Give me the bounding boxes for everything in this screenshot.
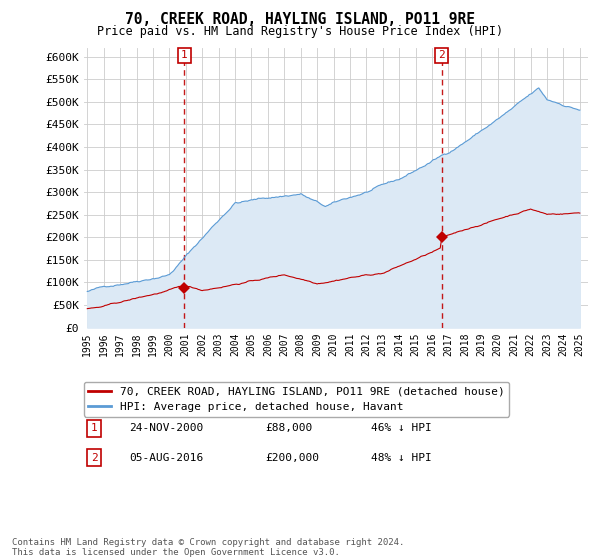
Text: 1: 1	[181, 50, 188, 60]
Text: 48% ↓ HPI: 48% ↓ HPI	[371, 453, 432, 463]
Text: 24-NOV-2000: 24-NOV-2000	[130, 423, 203, 433]
Legend: 70, CREEK ROAD, HAYLING ISLAND, PO11 9RE (detached house), HPI: Average price, d: 70, CREEK ROAD, HAYLING ISLAND, PO11 9RE…	[84, 382, 509, 417]
Text: 70, CREEK ROAD, HAYLING ISLAND, PO11 9RE: 70, CREEK ROAD, HAYLING ISLAND, PO11 9RE	[125, 12, 475, 27]
Text: 2: 2	[91, 453, 97, 463]
Text: 05-AUG-2016: 05-AUG-2016	[130, 453, 203, 463]
Text: 2: 2	[438, 50, 445, 60]
Text: £88,000: £88,000	[265, 423, 313, 433]
Text: Price paid vs. HM Land Registry's House Price Index (HPI): Price paid vs. HM Land Registry's House …	[97, 25, 503, 38]
Text: Contains HM Land Registry data © Crown copyright and database right 2024.
This d: Contains HM Land Registry data © Crown c…	[12, 538, 404, 557]
Text: 46% ↓ HPI: 46% ↓ HPI	[371, 423, 432, 433]
Text: £200,000: £200,000	[265, 453, 319, 463]
Text: 1: 1	[91, 423, 97, 433]
